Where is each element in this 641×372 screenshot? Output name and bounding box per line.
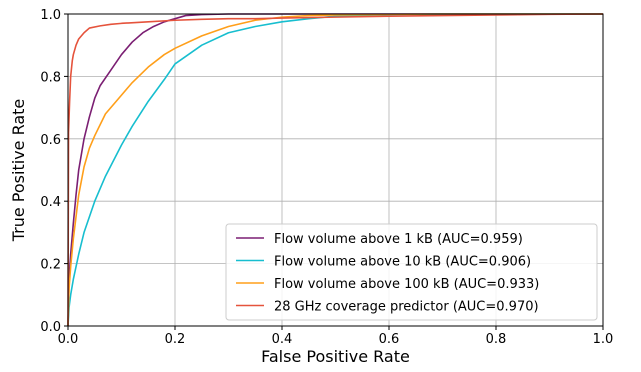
y-tick-label: 0.0 — [40, 320, 61, 335]
x-tick-label: 0.6 — [379, 332, 400, 347]
y-axis-label: True Positive Rate — [9, 99, 28, 243]
y-tick-label: 0.8 — [40, 70, 61, 85]
legend-label-3: Flow volume above 100 kB (AUC=0.933) — [274, 277, 539, 292]
legend-label-4: 28 GHz coverage predictor (AUC=0.970) — [274, 300, 539, 315]
legend-box — [225, 223, 598, 321]
series-lines — [67, 13, 604, 327]
y-tick-label: 0.2 — [40, 258, 61, 273]
axis-ticks: 0.0 0.2 0.4 0.6 0.8 1.0 0.0 0.2 0.4 0.6 0.8 1.0 — [40, 8, 613, 347]
y-tick-label: 0.6 — [40, 133, 61, 148]
legend-label-1: Flow volume above 1 kB (AUC=0.959) — [274, 232, 523, 247]
x-tick-label: 0.8 — [486, 332, 507, 347]
y-tick-label: 1.0 — [40, 8, 61, 23]
y-tick-label: 0.4 — [40, 195, 61, 210]
x-tick-label: 0.0 — [58, 332, 79, 347]
series-line-4 — [67, 13, 604, 327]
plot-frame — [67, 13, 604, 327]
x-axis-label: False Positive Rate — [261, 347, 410, 366]
x-tick-label: 0.2 — [165, 332, 186, 347]
legend: Flow volume above 1 kB (AUC=0.959) Flow v… — [225, 223, 598, 321]
series-line-1 — [67, 13, 603, 327]
x-tick-label: 1.0 — [593, 332, 614, 347]
x-tick-label: 0.4 — [272, 332, 293, 347]
legend-label-2: Flow volume above 10 kB (AUC=0.906) — [274, 255, 531, 270]
series-line-3 — [67, 13, 603, 327]
